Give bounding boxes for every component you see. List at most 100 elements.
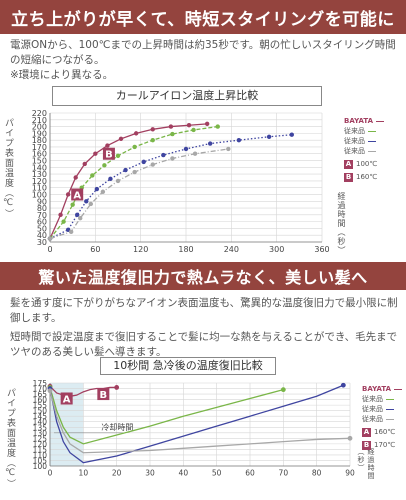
legend-annotation: B 160℃ bbox=[344, 172, 384, 182]
legend-item: 従来品 bbox=[362, 394, 402, 404]
y-tick-label: 150 bbox=[32, 157, 47, 166]
legend-swatch bbox=[376, 120, 385, 122]
annotation-letter: B bbox=[105, 150, 113, 161]
y-tick-label: 115 bbox=[33, 445, 48, 454]
data-point bbox=[93, 151, 98, 156]
y-tick-label: 100 bbox=[33, 462, 48, 471]
y-tick-label: 175 bbox=[33, 379, 48, 388]
data-point bbox=[115, 153, 121, 158]
y-tick-label: 180 bbox=[32, 136, 47, 145]
data-point bbox=[289, 132, 294, 137]
section2-heading: 驚いた温度復旧力で熱ムラなく、美しい髪へ bbox=[0, 262, 406, 290]
legend-annotation-text: 160℃ bbox=[356, 173, 378, 181]
legend-swatch bbox=[368, 130, 376, 132]
chart1-ylabel: パイプ表面温度（℃） bbox=[3, 118, 13, 219]
y-tick-label: 90 bbox=[37, 197, 47, 206]
y-tick-label: 70 bbox=[37, 211, 47, 220]
data-point bbox=[170, 156, 175, 161]
legend-label: 従来品 bbox=[344, 127, 365, 135]
data-point bbox=[168, 124, 174, 129]
section1-note: ※環境により異なる。 bbox=[10, 69, 114, 81]
y-tick-label: 135 bbox=[33, 423, 48, 432]
y-tick-label: 80 bbox=[37, 204, 47, 213]
data-point bbox=[94, 186, 100, 192]
data-point bbox=[88, 201, 94, 207]
data-point bbox=[191, 127, 196, 133]
section1-paragraph: 電源ONから、100℃までの上昇時間は約35秒です。朝の忙しいスタイリング時間の… bbox=[10, 39, 396, 66]
legend-item: 従来品 bbox=[344, 146, 384, 156]
data-point bbox=[47, 388, 53, 394]
data-point bbox=[58, 212, 63, 218]
y-tick-label: 160 bbox=[32, 150, 47, 159]
x-tick-label: 20 bbox=[112, 469, 122, 478]
data-point bbox=[266, 134, 272, 139]
x-tick-label: 50 bbox=[212, 469, 222, 478]
data-point bbox=[204, 121, 210, 127]
y-tick-label: 190 bbox=[32, 129, 47, 138]
data-point bbox=[132, 144, 137, 150]
data-point bbox=[186, 123, 192, 128]
legend-badge: A bbox=[362, 427, 371, 437]
data-point bbox=[75, 212, 80, 218]
series-line-2 bbox=[49, 134, 292, 240]
data-point bbox=[215, 124, 220, 129]
annotation-badge-A bbox=[60, 392, 73, 405]
legend-item: 従来品 bbox=[362, 404, 402, 414]
legend-label: 従来品 bbox=[362, 415, 383, 423]
annotation-badge-A bbox=[71, 188, 84, 201]
data-point bbox=[68, 229, 74, 235]
data-point bbox=[118, 136, 124, 141]
annotation-badge-B bbox=[102, 147, 115, 160]
y-tick-label: 105 bbox=[33, 456, 48, 465]
legend-annotation-text: 160℃ bbox=[374, 428, 396, 436]
annotation-letter: A bbox=[73, 190, 81, 201]
data-point bbox=[78, 216, 83, 221]
data-point bbox=[161, 152, 166, 158]
y-tick-label: 220 bbox=[32, 109, 47, 118]
x-tick-label: 40 bbox=[179, 469, 189, 478]
y-tick-label: 100 bbox=[32, 190, 47, 199]
data-point bbox=[114, 385, 120, 390]
x-tick-label: 30 bbox=[145, 469, 155, 478]
data-point bbox=[340, 382, 346, 388]
x-tick-label: 240 bbox=[224, 245, 239, 254]
legend-item: 従来品 bbox=[344, 136, 384, 146]
series-line-3 bbox=[49, 390, 351, 454]
data-point bbox=[150, 137, 155, 143]
legend-swatch bbox=[368, 150, 376, 152]
data-point bbox=[73, 175, 78, 180]
legend-label: 従来品 bbox=[344, 137, 365, 145]
legend-item: 従来品 bbox=[344, 126, 384, 136]
data-point bbox=[61, 219, 66, 224]
chart1-legend: BAYATA 従来品 従来品 従来品 A 100℃ B 160℃ bbox=[344, 116, 385, 182]
data-point bbox=[132, 169, 137, 175]
legend-annotation: A 100℃ bbox=[344, 159, 384, 169]
annotation-badge-B bbox=[97, 388, 110, 401]
x-tick-label: 300 bbox=[269, 245, 284, 254]
legend-label: 従来品 bbox=[344, 147, 365, 155]
legend-label: BAYATA bbox=[344, 117, 374, 125]
data-point bbox=[84, 199, 89, 204]
data-point bbox=[47, 236, 53, 241]
legend-label: 従来品 bbox=[362, 405, 383, 413]
data-point bbox=[183, 146, 189, 152]
y-tick-label: 140 bbox=[32, 163, 47, 172]
data-point bbox=[170, 131, 175, 137]
x-tick-label: 360 bbox=[314, 245, 329, 254]
y-tick-label: 210 bbox=[32, 116, 47, 125]
x-tick-label: 10 bbox=[79, 469, 89, 478]
legend-label: 従来品 bbox=[362, 395, 383, 403]
x-tick-label: 0 bbox=[47, 245, 52, 254]
y-tick-label: 170 bbox=[33, 385, 48, 394]
y-tick-label: 125 bbox=[33, 434, 48, 443]
data-point bbox=[347, 435, 353, 441]
data-point bbox=[90, 173, 95, 178]
y-tick-label: 130 bbox=[32, 170, 47, 179]
data-point bbox=[65, 192, 71, 197]
y-tick-label: 155 bbox=[33, 401, 48, 410]
x-tick-label: 60 bbox=[245, 469, 255, 478]
legend-swatch bbox=[394, 388, 403, 390]
chart2-ylabel: パイプ表面温度（℃） bbox=[5, 388, 15, 489]
data-point bbox=[226, 146, 231, 152]
x-tick-label: 120 bbox=[133, 245, 148, 254]
